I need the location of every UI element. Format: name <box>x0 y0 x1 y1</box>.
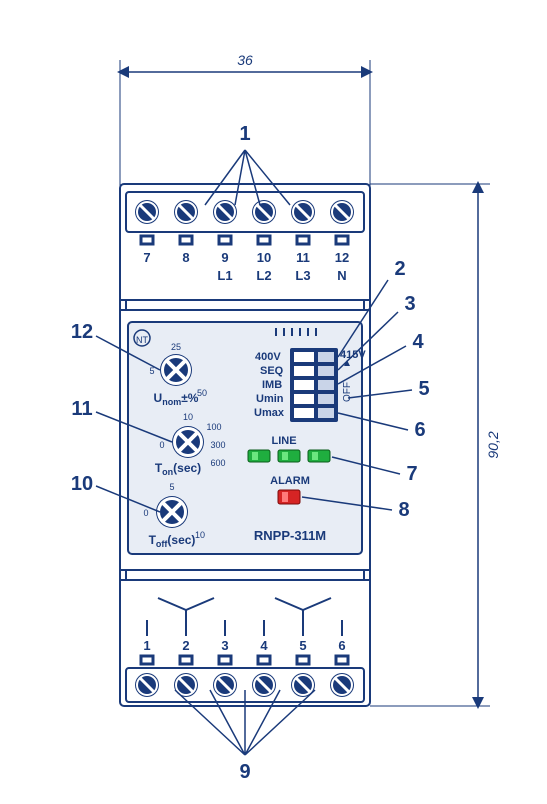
svg-text:L2: L2 <box>256 268 271 283</box>
model-label: RNPP-311M <box>254 528 326 543</box>
callout-1: 1 <box>239 123 250 145</box>
callout-3: 3 <box>404 293 415 315</box>
svg-text:5: 5 <box>169 482 174 492</box>
svg-text:300: 300 <box>210 440 225 450</box>
svg-text:12: 12 <box>335 250 349 265</box>
callout-5: 5 <box>418 378 429 400</box>
height-dimension: 90,2 <box>485 431 501 458</box>
svg-text:Umax: Umax <box>254 407 285 419</box>
callout-8: 8 <box>398 499 409 521</box>
alarm-label: ALARM <box>270 475 310 487</box>
svg-text:10: 10 <box>183 412 193 422</box>
svg-text:9: 9 <box>221 250 228 265</box>
callout-12: 12 <box>71 321 93 343</box>
svg-text:11: 11 <box>296 250 310 265</box>
svg-text:10: 10 <box>257 250 271 265</box>
callout-7: 7 <box>406 463 417 485</box>
svg-text:3: 3 <box>221 638 228 653</box>
line-label: LINE <box>271 435 296 447</box>
svg-text:SEQ: SEQ <box>260 365 284 377</box>
svg-text:2: 2 <box>182 638 189 653</box>
svg-text:6: 6 <box>338 638 345 653</box>
callout-9: 9 <box>239 761 250 783</box>
svg-text:0: 0 <box>143 508 148 518</box>
svg-text:400V: 400V <box>255 351 281 363</box>
svg-text:L1: L1 <box>217 268 232 283</box>
callout-11: 11 <box>71 398 92 420</box>
callout-10: 10 <box>71 473 93 495</box>
dip-switch[interactable] <box>290 348 338 422</box>
svg-text:OFF: OFF <box>342 382 353 402</box>
callout-2: 2 <box>394 258 405 280</box>
alarm-led <box>278 490 300 504</box>
logo-text: NT <box>136 335 148 345</box>
svg-text:10: 10 <box>195 530 205 540</box>
svg-text:L3: L3 <box>295 268 310 283</box>
diagram: 36 90,2 7 8 9 10 11 12 L1 L2 L3 N <box>0 0 547 804</box>
callout-6: 6 <box>414 419 425 441</box>
svg-text:100: 100 <box>206 422 221 432</box>
width-dimension: 36 <box>237 52 253 68</box>
line-leds <box>248 450 330 462</box>
top-terminal-block <box>126 192 364 232</box>
svg-text:8: 8 <box>182 250 189 265</box>
svg-text:Ton(sec): Ton(sec) <box>155 461 201 477</box>
svg-text:N: N <box>337 268 346 283</box>
callout-4: 4 <box>412 331 424 353</box>
svg-text:4: 4 <box>260 638 268 653</box>
svg-text:5: 5 <box>299 638 306 653</box>
svg-text:600: 600 <box>210 458 225 468</box>
svg-text:25: 25 <box>171 342 181 352</box>
svg-text:Toff(sec): Toff(sec) <box>149 533 196 549</box>
svg-text:Umin: Umin <box>256 393 284 405</box>
svg-text:7: 7 <box>143 250 150 265</box>
svg-text:50: 50 <box>197 388 207 398</box>
svg-text:1: 1 <box>143 638 150 653</box>
svg-text:IMB: IMB <box>262 379 282 391</box>
svg-text:0: 0 <box>159 440 164 450</box>
